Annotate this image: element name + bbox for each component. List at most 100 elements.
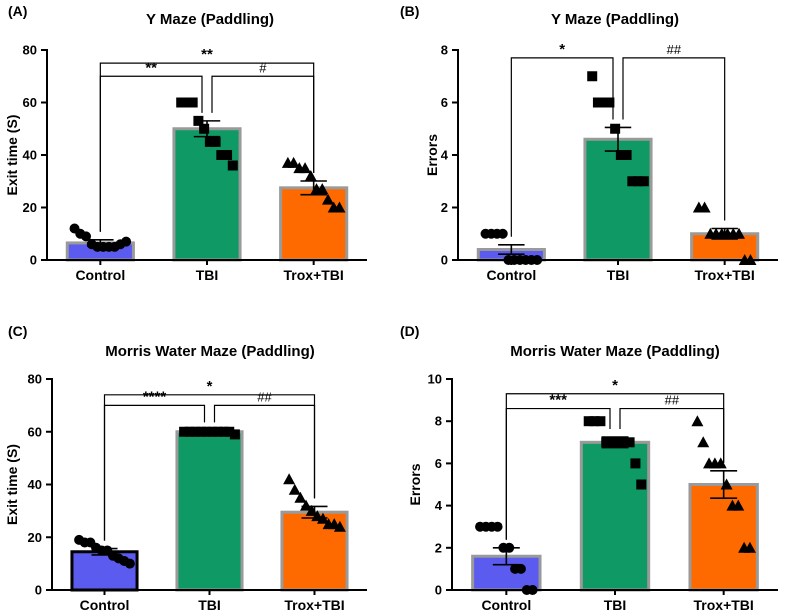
data-point-triangle — [294, 491, 307, 503]
data-point-square — [607, 437, 618, 448]
y-tick-label: 2 — [441, 200, 448, 215]
x-tick-label: Trox+TBI — [284, 597, 344, 613]
data-point-square — [601, 437, 612, 448]
significance-bracket — [99, 62, 315, 232]
data-point-square — [618, 437, 629, 448]
y-tick-label: 8 — [435, 414, 442, 429]
data-point-square — [207, 426, 218, 437]
data-point-circle — [81, 231, 92, 242]
data-point-circle — [121, 236, 132, 247]
data-point-triangle — [697, 436, 710, 448]
data-point-square — [201, 426, 212, 437]
chart-title: Y Maze (Paddling) — [146, 11, 274, 28]
significance-label: * — [207, 378, 213, 395]
significance-bracket — [622, 57, 726, 221]
significance-label: ## — [257, 389, 272, 404]
data-point-triangle — [288, 483, 301, 495]
panel-b: (B) Y Maze (Paddling) Errors 0 2 4 6 8 Contro… — [400, 3, 778, 283]
data-point-square — [633, 176, 644, 187]
y-axis-label: Errors — [424, 134, 440, 176]
y-tick-label: 8 — [441, 43, 448, 58]
data-point-square — [630, 458, 641, 469]
data-point-triangle — [333, 201, 346, 213]
y-axis-label: Errors — [407, 463, 423, 505]
data-point-square — [624, 437, 635, 448]
data-point-square — [224, 426, 235, 437]
y-tick-label: 80 — [28, 372, 42, 387]
data-point-square — [204, 136, 215, 147]
data-point-square — [210, 136, 221, 147]
data-point-square — [218, 426, 229, 437]
chart-title: Morris Water Maze (Paddling) — [105, 343, 314, 360]
x-tick-label: TBI — [196, 267, 219, 283]
data-point-square — [627, 176, 638, 187]
data-point-square — [196, 426, 207, 437]
data-point-square — [190, 426, 201, 437]
panel-label: (C) — [8, 323, 27, 339]
data-point-square — [615, 150, 626, 160]
significance-label: ## — [665, 393, 680, 408]
data-point-square — [595, 416, 606, 427]
y-tick-label: 4 — [435, 498, 443, 513]
significance-label: # — [259, 60, 267, 75]
y-tick-label: 6 — [441, 95, 448, 110]
significance-bracket — [510, 57, 614, 237]
panel-label: (A) — [8, 3, 27, 19]
x-tick-label: Control — [486, 267, 536, 283]
data-point-circle — [492, 521, 503, 532]
significance-label: ** — [201, 46, 213, 63]
data-point-square — [621, 150, 632, 160]
significance-label: **** — [143, 388, 167, 405]
data-point-square — [587, 71, 598, 82]
data-point-triangle — [316, 183, 329, 195]
x-tick-label: Trox+TBI — [694, 597, 754, 613]
data-point-triangle — [691, 415, 704, 427]
x-tick-label: Control — [75, 267, 125, 283]
data-point-square — [610, 123, 621, 134]
data-point-square — [181, 97, 192, 108]
data-point-triangle — [299, 162, 312, 174]
x-tick-label: Control — [80, 597, 130, 613]
data-point-square — [604, 97, 615, 108]
y-axis-label: Exit time (S) — [4, 115, 20, 196]
y-tick-label: 60 — [28, 424, 42, 439]
data-point-square — [638, 176, 649, 187]
panel-label: (D) — [400, 323, 419, 339]
data-point-square — [592, 97, 603, 108]
x-tick-label: Trox+TBI — [695, 267, 755, 283]
y-tick-label: 20 — [28, 530, 42, 545]
data-point-square — [176, 97, 187, 108]
data-point-square — [179, 426, 190, 437]
significance-label: * — [559, 41, 565, 58]
data-point-square — [216, 150, 227, 160]
data-point-square — [222, 150, 233, 160]
data-point-triangle — [732, 499, 745, 511]
y-tick-label: 10 — [428, 372, 442, 387]
bar-trox-tbi — [688, 483, 759, 592]
data-point-triangle — [304, 170, 317, 181]
panel-a: (A) Y Maze (Paddling) Exit time (S) 0 20 4… — [4, 3, 367, 283]
panel-label: (B) — [400, 3, 419, 19]
data-point-square — [636, 479, 647, 490]
significance-label: *** — [549, 392, 567, 409]
y-tick-label: 4 — [441, 148, 449, 163]
data-point-triangle — [283, 473, 296, 485]
data-point-square — [589, 416, 600, 427]
bar-tbi — [175, 430, 244, 592]
data-point-triangle — [287, 156, 300, 168]
data-point-triangle — [714, 457, 727, 469]
bar-trox-tbi — [279, 186, 349, 262]
data-point-square — [227, 160, 238, 171]
panel-c: (C) Morris Water Maze (Paddling) Exit ti… — [4, 323, 367, 613]
data-point-triangle — [743, 541, 756, 553]
significance-bracket — [103, 394, 316, 541]
y-tick-label: 80 — [23, 43, 37, 58]
chart-title: Y Maze (Paddling) — [551, 11, 679, 28]
y-tick-label: 0 — [30, 253, 37, 268]
data-point-square — [229, 429, 240, 440]
y-tick-label: 0 — [435, 583, 442, 598]
data-point-square — [199, 123, 210, 134]
y-tick-label: 60 — [23, 95, 37, 110]
bar-tbi — [172, 127, 242, 262]
